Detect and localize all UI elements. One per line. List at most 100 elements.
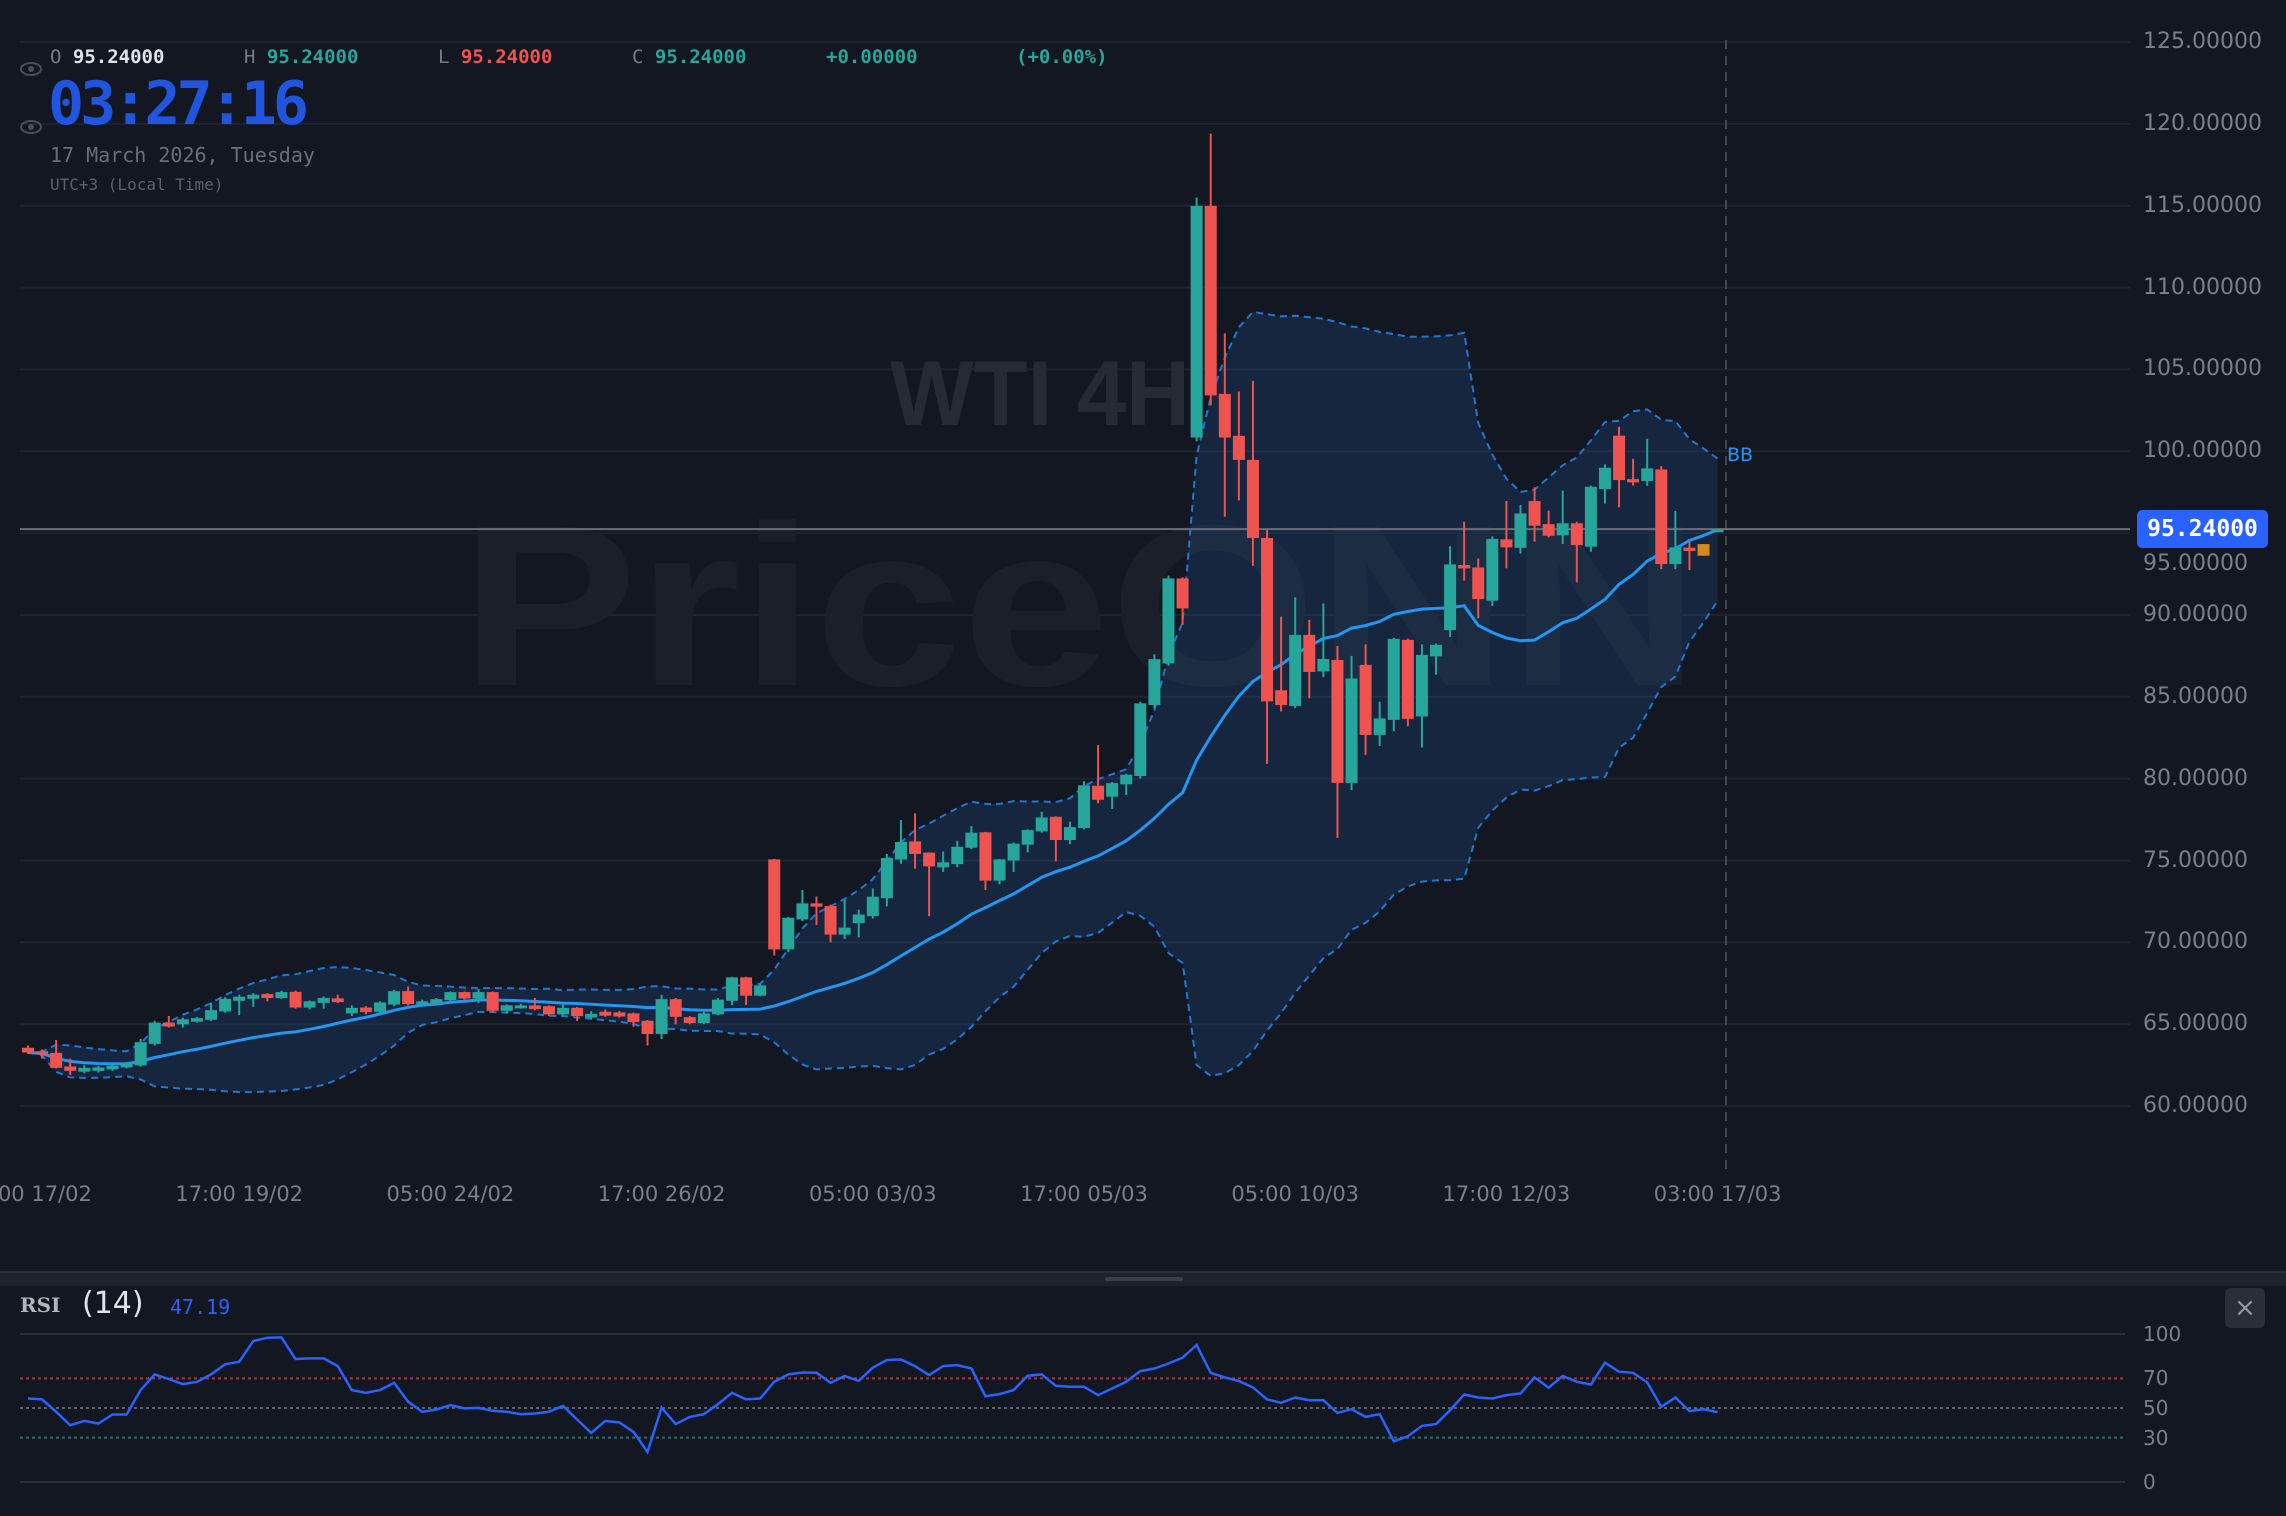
candle [655,994,668,1039]
eye-icon[interactable] [20,61,42,76]
price-tick-label: 125.00000 [2143,29,2262,54]
candle-body [1598,467,1611,490]
time-tick-label: 03:00 17/03 [1653,1182,1782,1206]
candle [1641,438,1654,486]
candle [880,853,893,907]
candle [36,1049,49,1059]
candle [1078,781,1090,830]
current-price-badge: 95.24000 [2137,510,2268,549]
rsi-tick-label: 100 [2143,1322,2182,1346]
candle-body [1500,539,1513,548]
change-percent: (+0.00%) [1016,46,1108,68]
candle [1049,816,1062,862]
price-tick-label: 105.00000 [2143,356,2262,382]
candle [1514,504,1527,554]
candle-body [824,906,837,935]
candle-body [345,1007,358,1014]
candle [331,994,344,1003]
candle-body [627,1013,640,1023]
candle-body [331,998,344,1003]
candle [1303,619,1316,699]
time-tick-label: 17:00 19/02 [175,1182,304,1206]
candle [374,1001,386,1013]
candle [909,813,922,869]
candle-body [205,1010,218,1020]
candle-body [1430,644,1442,657]
candle [1204,133,1217,406]
candle [824,904,837,943]
candle-body [486,992,499,1011]
candle-body [500,1005,513,1011]
candle-body [838,927,851,935]
candle-body [219,998,232,1012]
candle [162,1016,175,1028]
candle-body [1669,547,1682,565]
candle-body [374,1002,386,1012]
candle-body [1106,783,1119,797]
candle [444,991,457,1002]
candle-body [1331,659,1344,783]
candle-body [1627,479,1640,483]
candle [1134,701,1147,779]
candle-body [1289,634,1302,706]
open-value: 95.24000 [72,46,165,68]
candle-body [1246,459,1259,539]
candle [1345,655,1358,791]
rsi-tick-label: 70 [2143,1366,2169,1391]
candle [852,909,865,938]
candle-body [444,992,457,1001]
candle-body [1035,817,1048,832]
close-rsi-button[interactable]: × [2225,1288,2265,1328]
change-value: +0.00000 [826,46,918,68]
candle [542,1005,555,1017]
candle-body [1697,544,1710,556]
candle-body [388,991,401,1005]
candle [1289,597,1302,709]
candle [1444,546,1457,638]
rsi-tick-label: 0 [2143,1470,2156,1494]
resize-handle[interactable] [1105,1277,1183,1281]
price-tick-label: 100.00000 [2143,438,2262,464]
bb-lower-band [27,600,1719,1094]
candle-body [233,996,246,1001]
candle [627,1012,640,1027]
candle-body [1345,678,1358,783]
candle-body [1514,513,1527,548]
candle-body [261,994,274,999]
candle [1148,654,1161,709]
candle [1373,701,1386,746]
candle [571,1007,584,1021]
candle [1218,333,1231,517]
candle-body [1134,703,1147,777]
ohlc-low: L 95.24000 [438,46,552,69]
candle [1584,485,1597,552]
candle [1683,541,1696,571]
candle [458,991,471,1000]
candle-body [1584,486,1597,547]
candle [641,1020,654,1046]
pane-separator[interactable] [0,1271,2286,1286]
candle [1697,544,1710,556]
eye-icon[interactable] [20,119,42,134]
watermark-brand: PriceONN [460,477,1700,734]
candle [1570,521,1583,583]
candle-body [754,985,767,996]
bb-fill [28,311,1718,1093]
candle-body [275,992,288,999]
candle [275,990,288,999]
candle [923,852,936,917]
price-chart-pane[interactable]: WTI 4H PriceONN BB O 95.24000 H 95.24000… [0,0,2286,1270]
candle [1317,603,1330,678]
candle [92,1065,105,1073]
candle-body [1092,785,1105,800]
candle-body [289,991,302,1008]
candle-body [613,1012,626,1017]
candle [500,1004,513,1014]
candle-body [1204,205,1217,396]
candle-body [106,1065,119,1070]
close-value: 95.24000 [654,46,747,68]
candle-body [1401,639,1414,719]
candle-body [1120,774,1133,785]
candle-body [993,859,1006,881]
candle [796,889,809,922]
